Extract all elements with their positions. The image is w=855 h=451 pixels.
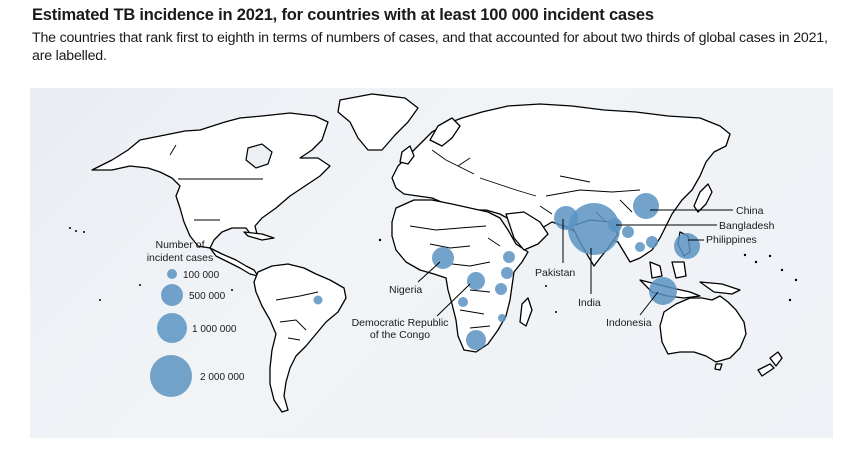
bubble-china[interactable] (633, 193, 659, 219)
legend-label-500000: 500 000 (189, 291, 226, 302)
bubble-tanzania[interactable] (495, 283, 507, 295)
legend-swatch-1000000 (157, 313, 187, 343)
bubble-viet-nam[interactable] (646, 236, 658, 248)
legend-label-2000000: 2 000 000 (200, 372, 245, 383)
legend-title-line1: Number of (155, 239, 204, 251)
legend-swatch-2000000 (150, 355, 192, 397)
legend: Number of incident cases 100 000 500 000… (147, 239, 245, 397)
pacific-islands (69, 227, 798, 313)
bubble-pakistan[interactable] (554, 206, 578, 230)
bubble-philippines[interactable] (674, 233, 700, 259)
legend-swatch-500000 (161, 284, 183, 306)
chart-title: Estimated TB incidence in 2021, for coun… (32, 6, 654, 24)
landmass-north-america (91, 112, 331, 249)
bubble-south-africa[interactable] (466, 330, 486, 350)
label-bangladesh: Bangladesh (719, 220, 775, 232)
landmass-south-america (253, 263, 347, 413)
bubble-thailand[interactable] (635, 242, 645, 252)
bubble-ethiopia[interactable] (503, 251, 515, 263)
legend-title-line2: incident cases (147, 252, 214, 264)
label-india: India (578, 297, 601, 309)
legend-swatch-100000 (167, 269, 177, 279)
landmass-greenland (337, 93, 419, 151)
legend-label-100000: 100 000 (183, 270, 220, 281)
landmass-africa (391, 199, 529, 353)
bubble-mozambique[interactable] (498, 314, 506, 322)
leader-lines (417, 209, 733, 317)
label-drc-line1: Democratic Republic (352, 317, 449, 329)
map-panel: China Bangladesh Philippines Pakistan In… (30, 88, 833, 438)
label-nigeria: Nigeria (389, 284, 422, 296)
bubble-kenya[interactable] (501, 267, 513, 279)
bubble-india[interactable] (568, 203, 620, 255)
bubble-nigeria[interactable] (432, 247, 454, 269)
landmass-australia (659, 295, 747, 363)
label-indonesia: Indonesia (606, 317, 652, 329)
label-drc-line2: of the Congo (370, 329, 430, 341)
bubble-bangladesh[interactable] (608, 218, 622, 232)
landmass-arabia (505, 211, 549, 251)
bubbles (313, 193, 700, 350)
bubble-drc[interactable] (467, 272, 485, 290)
legend-label-1000000: 1 000 000 (192, 324, 237, 335)
bubble-myanmar[interactable] (622, 226, 634, 238)
landmass-eurasia (391, 103, 731, 263)
label-china: China (736, 205, 764, 217)
chart-subtitle: The countries that rank first to eighth … (32, 30, 828, 64)
label-philippines: Philippines (706, 234, 757, 246)
bubble-indonesia[interactable] (649, 277, 677, 305)
bubble-angola[interactable] (458, 297, 468, 307)
bubble-brazil[interactable] (313, 295, 323, 305)
world-map: China Bangladesh Philippines Pakistan In… (69, 93, 798, 413)
label-pakistan: Pakistan (535, 267, 575, 279)
